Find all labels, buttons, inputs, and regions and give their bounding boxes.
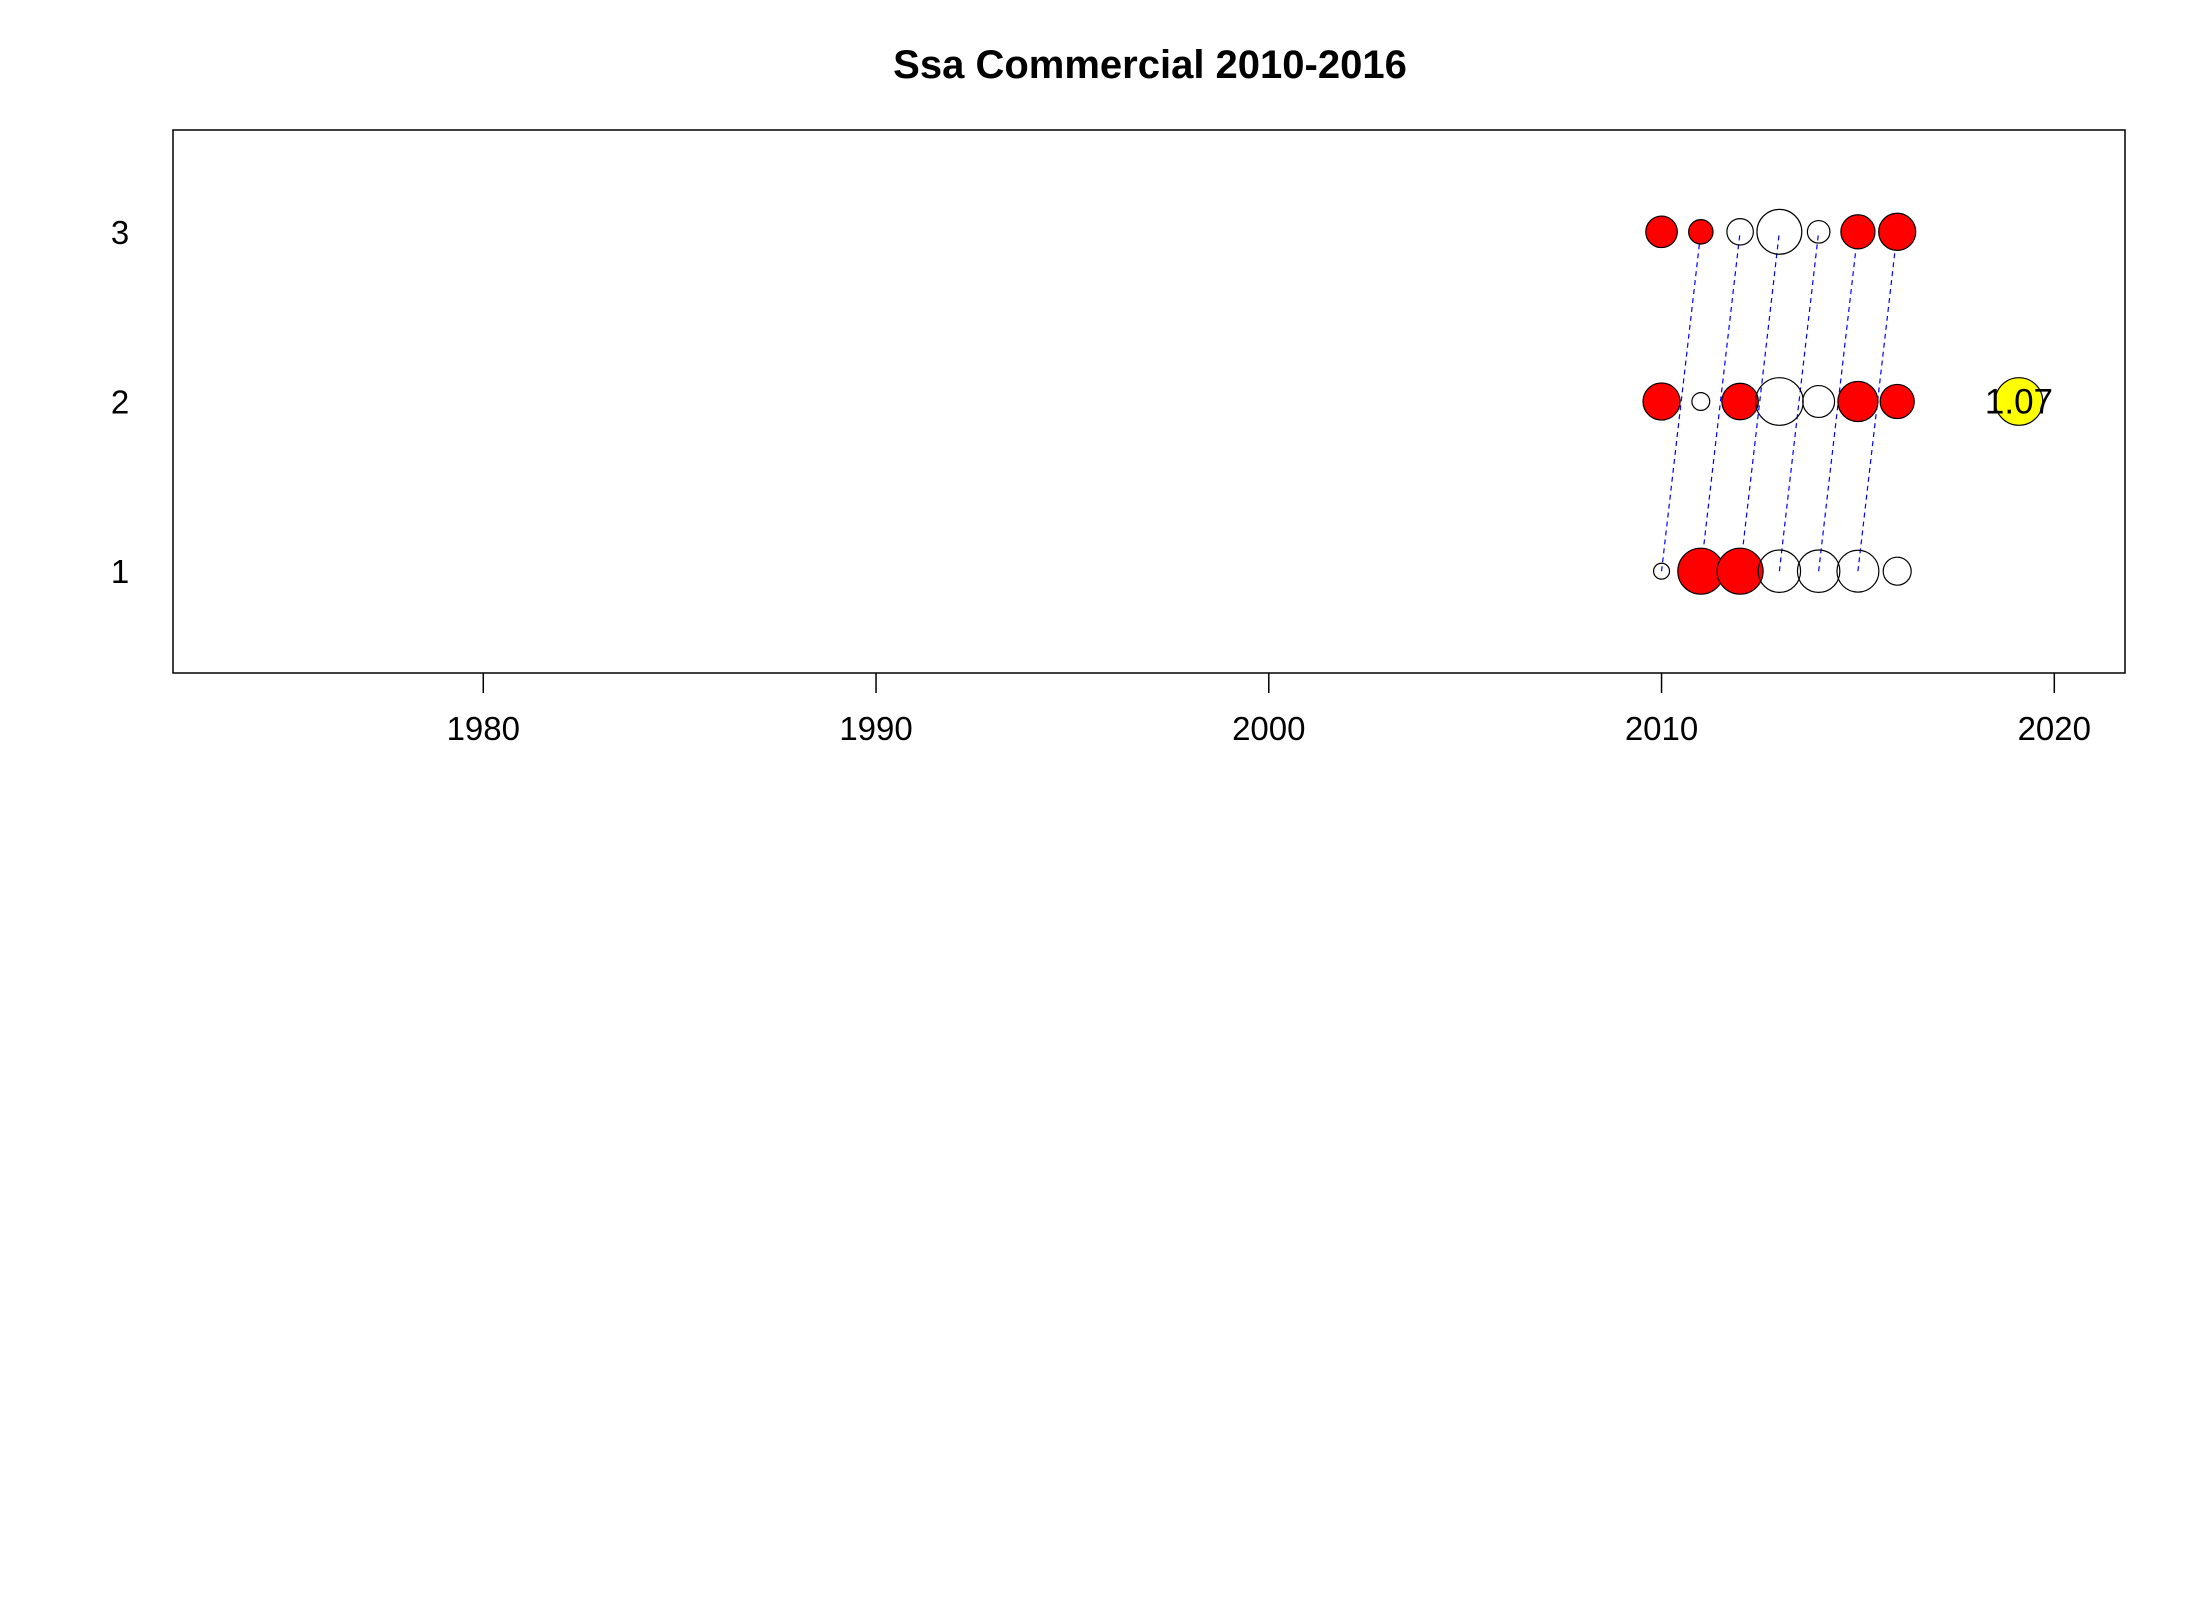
plot-frame — [172, 129, 2126, 674]
cohort-line — [1857, 231, 1898, 572]
bubbles — [1642, 208, 1917, 595]
negative-residual-bubble — [1802, 384, 1836, 419]
negative-residual-bubble — [1754, 377, 1804, 426]
cohort-lines — [1660, 231, 1898, 572]
negative-residual-bubble — [1836, 549, 1880, 593]
positive-residual-bubble — [1837, 380, 1879, 423]
negative-residual-bubble — [1757, 549, 1802, 593]
positive-residual-bubble — [1840, 214, 1876, 250]
positive-residual-bubble — [1688, 219, 1714, 245]
cohort-line — [1739, 231, 1780, 572]
cohort-line — [1700, 231, 1741, 572]
x-tick-label: 1980 — [447, 710, 520, 747]
x-tick-label: 2020 — [2018, 710, 2091, 747]
negative-residual-bubble — [1756, 208, 1803, 255]
size-legend: 1.07 — [1985, 377, 2053, 426]
cohort-line — [1818, 231, 1859, 572]
positive-residual-bubble — [1716, 547, 1764, 595]
cohort-line — [1778, 231, 1820, 572]
legend-bubble — [1994, 377, 2044, 426]
chart-title: Ssa Commercial 2010-2016 — [893, 43, 1407, 87]
y-tick-label: 1 — [111, 553, 129, 590]
legend-label: 1.07 — [1985, 383, 2053, 422]
negative-residual-bubble — [1806, 219, 1831, 244]
positive-residual-bubble — [1721, 382, 1759, 421]
x-axis: 1980 1990 2000 2010 2020 — [447, 673, 2091, 747]
negative-residual-bubble — [1691, 391, 1711, 412]
positive-residual-bubble — [1642, 382, 1681, 421]
x-tick-label: 1990 — [839, 710, 912, 747]
positive-residual-bubble — [1879, 383, 1915, 420]
positive-residual-bubble — [1878, 212, 1917, 251]
negative-residual-bubble — [1726, 218, 1754, 246]
x-tick-label: 2010 — [1625, 710, 1698, 747]
negative-residual-bubble — [1796, 549, 1841, 593]
y-tick-label: 2 — [111, 384, 129, 421]
y-tick-label: 3 — [111, 214, 129, 251]
negative-residual-bubble — [1652, 562, 1671, 580]
positive-residual-bubble — [1645, 215, 1678, 249]
cohort-line — [1660, 231, 1702, 572]
y-axis: 1 2 3 — [111, 214, 129, 590]
x-tick-label: 2000 — [1232, 710, 1305, 747]
negative-residual-bubble — [1882, 556, 1912, 586]
